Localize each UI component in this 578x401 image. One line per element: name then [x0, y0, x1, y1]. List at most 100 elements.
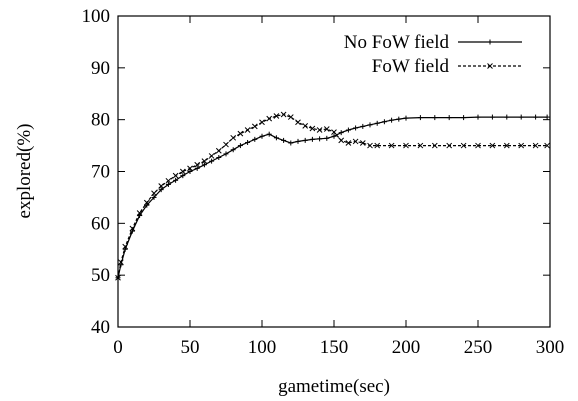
- series-line: [117, 116, 548, 278]
- data-point: [309, 136, 315, 142]
- data-point: [230, 147, 236, 153]
- data-point: [316, 127, 323, 133]
- data-point: [165, 177, 172, 184]
- series-line: [117, 113, 548, 278]
- data-point: [266, 131, 272, 137]
- data-point: [403, 115, 409, 121]
- data-point: [532, 142, 539, 149]
- x-tick-label: 100: [248, 337, 277, 358]
- data-point: [251, 123, 258, 130]
- x-tick-label: 300: [536, 337, 565, 358]
- data-point: [489, 142, 496, 149]
- x-tick-label: 250: [464, 337, 493, 358]
- y-tick-label: 80: [91, 110, 110, 131]
- data-point: [381, 119, 387, 125]
- data-point: [194, 161, 201, 168]
- legend-marker: [487, 63, 493, 69]
- data-point: [244, 127, 251, 133]
- data-point: [338, 130, 344, 136]
- data-point: [172, 172, 179, 179]
- x-axis-label: gametime(sec): [278, 376, 390, 397]
- data-point: [179, 168, 186, 175]
- data-point: [151, 190, 157, 197]
- data-point: [173, 177, 179, 183]
- data-point: [208, 153, 215, 159]
- data-point: [324, 135, 330, 141]
- data-point: [360, 123, 366, 129]
- y-tick-label: 50: [91, 265, 110, 286]
- data-point: [432, 115, 438, 121]
- data-point: [374, 142, 381, 149]
- data-point: [281, 137, 287, 143]
- y-tick-label: 40: [91, 317, 110, 338]
- data-point: [518, 114, 524, 120]
- data-point: [331, 133, 337, 139]
- legend: No FoW field FoW field: [344, 32, 522, 77]
- data-point: [475, 142, 481, 149]
- data-point: [180, 173, 186, 179]
- data-point: [295, 138, 301, 144]
- data-point: [273, 135, 279, 141]
- data-point: [288, 140, 294, 146]
- data-point: [223, 141, 229, 148]
- data-point: [194, 165, 200, 171]
- data-point: [367, 142, 373, 149]
- data-point: [389, 117, 395, 123]
- data-point: [309, 125, 316, 132]
- axis-ticks: 0 50 100 150 200 250 300 40 50 60 70 80 90 100: [82, 6, 565, 358]
- legend-entry: FoW field: [372, 56, 522, 77]
- data-point: [280, 111, 287, 118]
- data-point: [431, 142, 438, 149]
- data-point: [230, 134, 237, 141]
- data-point: [331, 129, 337, 135]
- data-point: [245, 139, 251, 145]
- data-point: [352, 138, 359, 145]
- y-tick-label: 70: [91, 162, 110, 183]
- data-point: [266, 115, 273, 122]
- data-point: [151, 194, 157, 200]
- legend-entry: No FoW field: [344, 32, 522, 53]
- data-point: [446, 142, 453, 149]
- data-point: [518, 142, 525, 149]
- data-point: [201, 158, 208, 164]
- y-tick-label: 100: [82, 6, 111, 27]
- x-tick-label: 0: [113, 337, 123, 358]
- data-point: [544, 142, 550, 149]
- data-point: [317, 136, 323, 142]
- data-point: [136, 210, 143, 216]
- data-point: [403, 142, 409, 149]
- data-point: [215, 147, 222, 154]
- data-point: [461, 115, 467, 121]
- data-point: [345, 140, 352, 146]
- data-point: [374, 120, 380, 126]
- data-point: [388, 142, 395, 149]
- data-point: [259, 119, 265, 126]
- y-axis-label: explored(%): [14, 124, 35, 219]
- data-point: [287, 114, 294, 120]
- series-2: [115, 111, 550, 281]
- data-point: [417, 142, 424, 149]
- data-point: [118, 262, 124, 268]
- data-point: [460, 142, 467, 149]
- data-point: [237, 130, 244, 137]
- data-point: [504, 114, 510, 120]
- data-point: [475, 114, 481, 120]
- data-point: [338, 137, 345, 144]
- data-point: [209, 158, 215, 164]
- x-tick-label: 50: [181, 337, 200, 358]
- data-point: [237, 143, 243, 149]
- data-point: [417, 115, 423, 121]
- data-point: [216, 155, 222, 161]
- data-point: [273, 113, 280, 119]
- legend-marker: [487, 39, 493, 45]
- data-point: [187, 169, 193, 174]
- data-point: [489, 114, 495, 120]
- y-tick-label: 90: [91, 58, 110, 79]
- data-point: [129, 225, 136, 232]
- data-point: [122, 243, 129, 250]
- data-point: [252, 136, 258, 142]
- data-point: [503, 142, 510, 149]
- data-point: [259, 133, 265, 139]
- x-tick-label: 150: [320, 337, 349, 358]
